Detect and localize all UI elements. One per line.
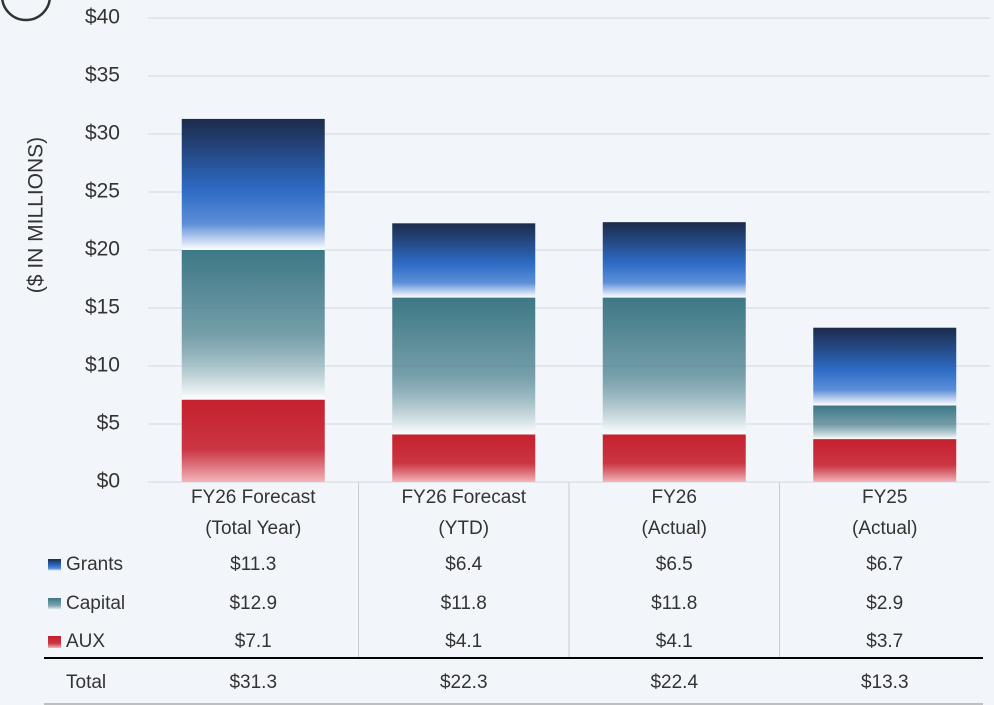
legend-swatch [48, 598, 61, 610]
table-cell: $13.3 [861, 672, 909, 693]
table-cell: $6.5 [656, 554, 693, 575]
y-axis-label: ($ IN MILLIONS) [25, 137, 48, 293]
legend-label: AUX [66, 631, 105, 652]
y-tick-label: $5 [97, 412, 120, 435]
bar-segment [813, 405, 957, 440]
x-tick-label: FY26 [652, 487, 697, 508]
y-tick-label: $0 [97, 470, 120, 493]
y-tick-label: $35 [85, 64, 120, 87]
bar-segment [602, 222, 746, 298]
bar-segment [392, 434, 536, 482]
table-cell: $7.1 [235, 631, 272, 652]
total-label: Total [66, 672, 106, 693]
x-tick-label: (Actual) [642, 518, 707, 539]
legend-label: Capital [66, 593, 125, 614]
x-tick-label: (YTD) [438, 518, 489, 539]
table-cell: $6.7 [866, 554, 903, 575]
table-cell: $22.4 [650, 672, 698, 693]
y-tick-label: $40 [85, 6, 120, 29]
table-cell: $3.7 [866, 631, 903, 652]
table-cell: $11.3 [230, 554, 276, 575]
y-tick-label: $15 [85, 296, 120, 319]
bar-segment [181, 250, 325, 400]
y-tick-label: $20 [85, 238, 120, 261]
table-cell: $6.4 [445, 554, 482, 575]
bar-segment [392, 297, 536, 435]
x-tick-label: (Total Year) [205, 518, 301, 539]
table-cell: $4.1 [656, 631, 693, 652]
x-tick-label: FY25 [862, 487, 907, 508]
x-tick-label: FY26 Forecast [191, 487, 316, 508]
y-tick-label: $10 [85, 354, 120, 377]
table-cell: $31.3 [229, 672, 277, 693]
bar-segment [602, 297, 746, 435]
bar-segment [181, 399, 325, 482]
table-cell: $4.1 [445, 631, 482, 652]
logo [1, 0, 51, 22]
table-cell: $12.9 [229, 593, 277, 614]
bar-segment [813, 327, 957, 406]
table-cell: $22.3 [440, 672, 488, 693]
table-cell: $2.9 [866, 593, 903, 614]
legend-swatch [48, 636, 61, 648]
bar-segment [602, 434, 746, 482]
legend-label: Grants [66, 554, 123, 575]
table-cell: $11.8 [651, 593, 697, 614]
x-tick-label: (Actual) [852, 518, 917, 539]
y-tick-label: $30 [85, 122, 120, 145]
bar-segment [181, 118, 325, 250]
legend-swatch [48, 559, 61, 571]
bar-segment [813, 439, 957, 482]
bar-segment [392, 223, 536, 298]
y-tick-label: $25 [85, 180, 120, 203]
x-tick-label: FY26 Forecast [401, 487, 526, 508]
table-cell: $11.8 [441, 593, 487, 614]
